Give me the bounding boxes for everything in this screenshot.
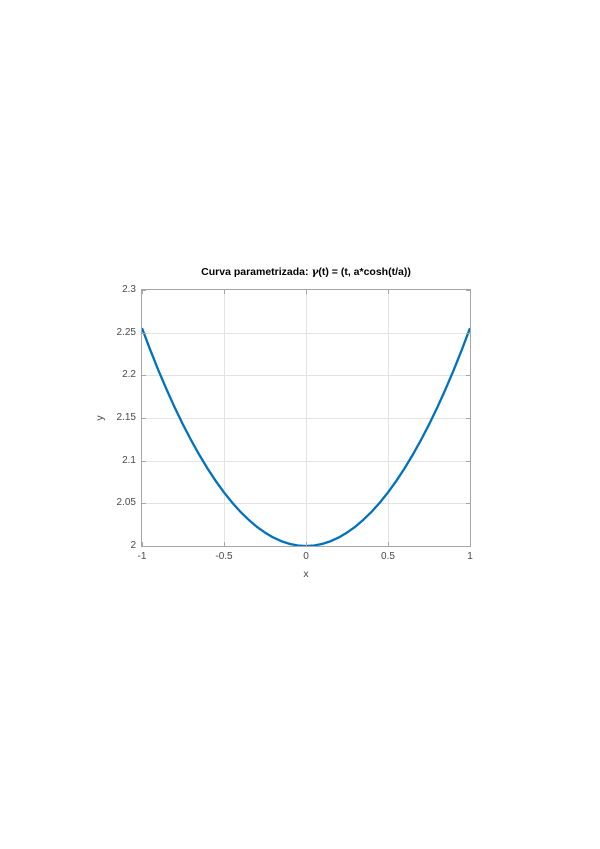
x-tick-mark <box>224 542 225 546</box>
x-tick-mark <box>470 290 471 294</box>
y-tick-mark <box>466 460 470 462</box>
y-tick-mark <box>142 460 146 462</box>
plot-area <box>141 289 471 547</box>
x-tick-label: -1 <box>137 551 147 562</box>
y-tick-mark <box>466 546 470 547</box>
gamma-symbol: γ <box>311 266 319 278</box>
horizontal-gridline <box>142 460 470 462</box>
x-tick-mark <box>388 542 389 546</box>
x-tick-mark <box>470 542 471 546</box>
y-tick-mark <box>466 418 470 419</box>
x-tick-label: 1 <box>467 551 473 562</box>
chart-title-suffix: (t) = (t, a*cosh(t/a)) <box>318 266 411 278</box>
curve-line <box>142 327 470 546</box>
y-tick-label: 2.25 <box>116 326 136 338</box>
x-tick-mark <box>224 290 225 294</box>
horizontal-gridline <box>142 375 470 377</box>
y-tick-label: 2 <box>130 540 136 551</box>
y-tick-mark <box>142 375 146 377</box>
x-tick-label: 0 <box>303 551 309 562</box>
y-tick-mark <box>142 418 146 419</box>
x-tick-mark <box>142 542 143 546</box>
horizontal-gridline <box>142 418 470 419</box>
x-tick-label: 0.5 <box>381 551 395 562</box>
horizontal-gridline <box>142 503 470 505</box>
x-tick-label: -0.5 <box>215 551 233 562</box>
x-tick-mark <box>306 290 307 294</box>
y-tick-mark <box>466 332 470 334</box>
y-tick-label: 2.3 <box>122 284 136 295</box>
y-tick-label: 2.2 <box>122 369 136 381</box>
x-axis-label: x <box>303 568 309 580</box>
chart-title: Curva parametrizada: γ(t) = (t, a*cosh(t… <box>91 266 521 282</box>
chart-title-prefix: Curva parametrizada: <box>201 266 312 278</box>
x-tick-mark <box>388 290 389 294</box>
y-tick-mark <box>142 546 146 547</box>
y-tick-mark <box>142 332 146 334</box>
series-polyline <box>142 327 470 546</box>
y-tick-label: 2.1 <box>122 454 136 466</box>
y-tick-label: 2.15 <box>116 412 136 423</box>
y-tick-label: 2.05 <box>116 497 136 509</box>
y-tick-mark <box>142 290 146 291</box>
y-tick-mark <box>466 375 470 377</box>
horizontal-gridline <box>142 332 470 334</box>
y-tick-mark <box>142 503 146 505</box>
y-tick-mark <box>466 503 470 505</box>
x-tick-mark <box>306 542 307 546</box>
x-tick-mark <box>142 290 143 294</box>
y-tick-mark <box>466 290 470 291</box>
